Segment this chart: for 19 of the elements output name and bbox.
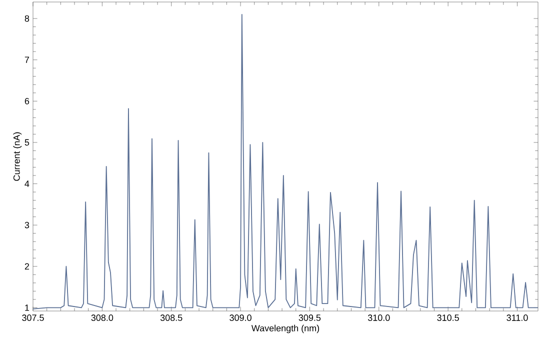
x-tick-label: 309.0 (230, 314, 252, 321)
y-tick-label: 4 (24, 180, 30, 187)
y-axis-title: Current (nA) (13, 132, 22, 181)
x-tick-label: 310.0 (368, 314, 390, 321)
y-tick-label: 2 (24, 263, 30, 270)
x-tick-label: 311.0 (506, 314, 528, 321)
x-tick-label: 308.5 (160, 314, 182, 321)
x-axis-title: Wavelength (nm) (251, 324, 320, 334)
y-tick-label: 8 (24, 15, 30, 22)
y-tick-label: 1 (25, 304, 30, 311)
x-tick-label: 308.0 (91, 314, 114, 321)
line-series (33, 14, 538, 310)
y-tick-label: 6 (24, 98, 30, 104)
x-tick-label: 309.5 (298, 314, 321, 321)
x-tick-label: 310.5 (437, 314, 459, 321)
y-tick-label: 7 (24, 56, 30, 63)
y-tick-label: 5 (24, 139, 30, 146)
y-tick-label: 3 (24, 222, 30, 228)
x-tick-label: 307.5 (22, 314, 44, 321)
